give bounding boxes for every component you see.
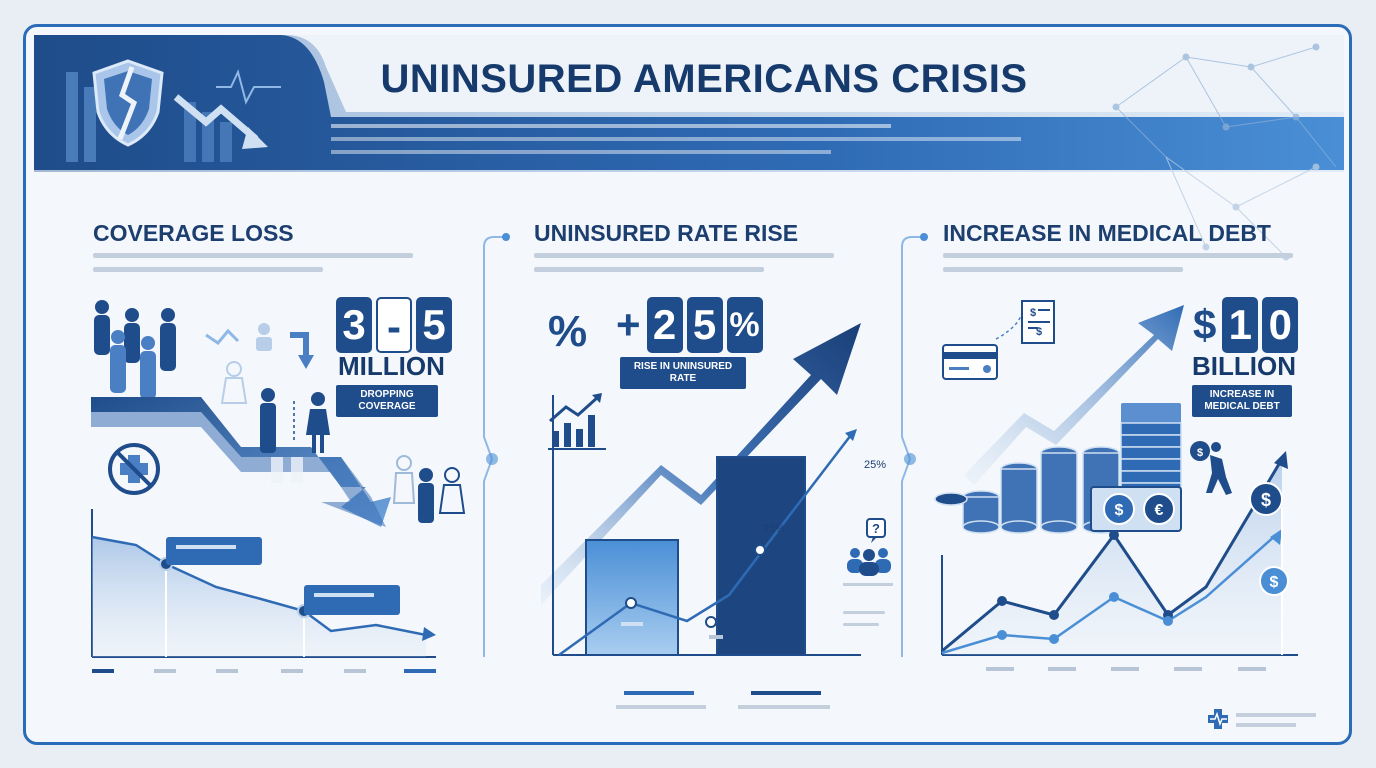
coverage-loss-line-chart [91, 509, 436, 673]
coverage-loss-number: 3 - 5 [336, 297, 452, 353]
staircase-down-arrow-icon [91, 397, 391, 527]
coins-stack-icon: $ € [934, 403, 1182, 534]
network-decoration [1165, 156, 1320, 261]
svg-text:$: $ [1030, 307, 1036, 319]
no-healthcare-cross-icon [108, 443, 160, 495]
digit: % [726, 297, 763, 353]
uninsured-rate-number: + 2 5 % [614, 297, 763, 353]
digit: 1 [1222, 297, 1259, 353]
panel-2-text-line [534, 267, 764, 272]
coverage-loss-unit: MILLION [338, 351, 445, 381]
panel-2-text-line [534, 253, 834, 258]
uninsured-rate-tag: RISE IN UNINSURED RATE [620, 357, 746, 389]
digit: 2 [646, 297, 683, 353]
page-title: UNINSURED AMERICANS CRISIS [380, 57, 1028, 101]
digit: + [616, 301, 641, 348]
healthcare-logo-icon [1208, 709, 1316, 729]
trend-up-icon [548, 393, 606, 450]
svg-text:$: $ [1261, 490, 1271, 510]
panel-2-caption-line [843, 611, 885, 614]
svg-text:?: ? [872, 521, 880, 536]
panel-1-heading: COVERAGE LOSS [93, 220, 294, 246]
percent-symbol: % [548, 307, 588, 356]
svg-text:$: $ [1036, 326, 1042, 338]
panel-3-text-line [943, 267, 1183, 272]
credit-card-icon [942, 344, 998, 380]
panel-3-heading: INCREASE IN MEDICAL DEBT [943, 220, 1271, 246]
people-crowd-icon [94, 300, 176, 399]
divider-right [901, 233, 928, 657]
panel-2-caption-line [843, 623, 879, 626]
svg-text:$: $ [1115, 502, 1124, 519]
panel-3-text-line [943, 253, 1293, 258]
coverage-loss-tag: DROPPING COVERAGE [336, 385, 438, 417]
medical-debt-unit: BILLION [1192, 351, 1296, 381]
digit: $ [1193, 301, 1217, 348]
panel-2-footer-ticks [616, 691, 830, 709]
divider-left [483, 233, 510, 657]
panel-1-text-line [93, 253, 413, 258]
svg-text:$: $ [1270, 574, 1279, 591]
debt-rising-arrow [964, 305, 1184, 485]
svg-text:$: $ [1197, 447, 1203, 459]
falling-person-icons [205, 323, 466, 523]
line-label: 25% [864, 459, 887, 471]
uninsured-rate-bar-chart [541, 323, 861, 657]
digit: 0 [1262, 297, 1299, 353]
question-group-icon: ? [843, 518, 893, 586]
bar-label: 25% [763, 523, 786, 535]
digit: 5 [416, 297, 452, 353]
medical-debt-number: $ 1 0 [1191, 297, 1299, 353]
panel-1-text-line [93, 267, 323, 272]
header-banner [34, 35, 1344, 172]
person-carrying-debt-icon: $ [1190, 441, 1232, 495]
medical-debt-tag: INCREASE IN MEDICAL DEBT [1192, 385, 1292, 417]
digit: 3 [336, 297, 372, 353]
panel-2-heading: UNINSURED RATE RISE [534, 220, 799, 246]
digit: - [376, 297, 412, 353]
svg-text:€: € [1155, 502, 1164, 519]
invoice-icon: $ $ [995, 300, 1055, 344]
infographic-frame: UNINSURED AMERICANS CRISIS COVERAGE LOSS [23, 24, 1352, 745]
digit: 5 [686, 297, 723, 353]
broken-shield-icon [92, 59, 164, 147]
medical-debt-line-chart: $ $ [941, 451, 1298, 671]
